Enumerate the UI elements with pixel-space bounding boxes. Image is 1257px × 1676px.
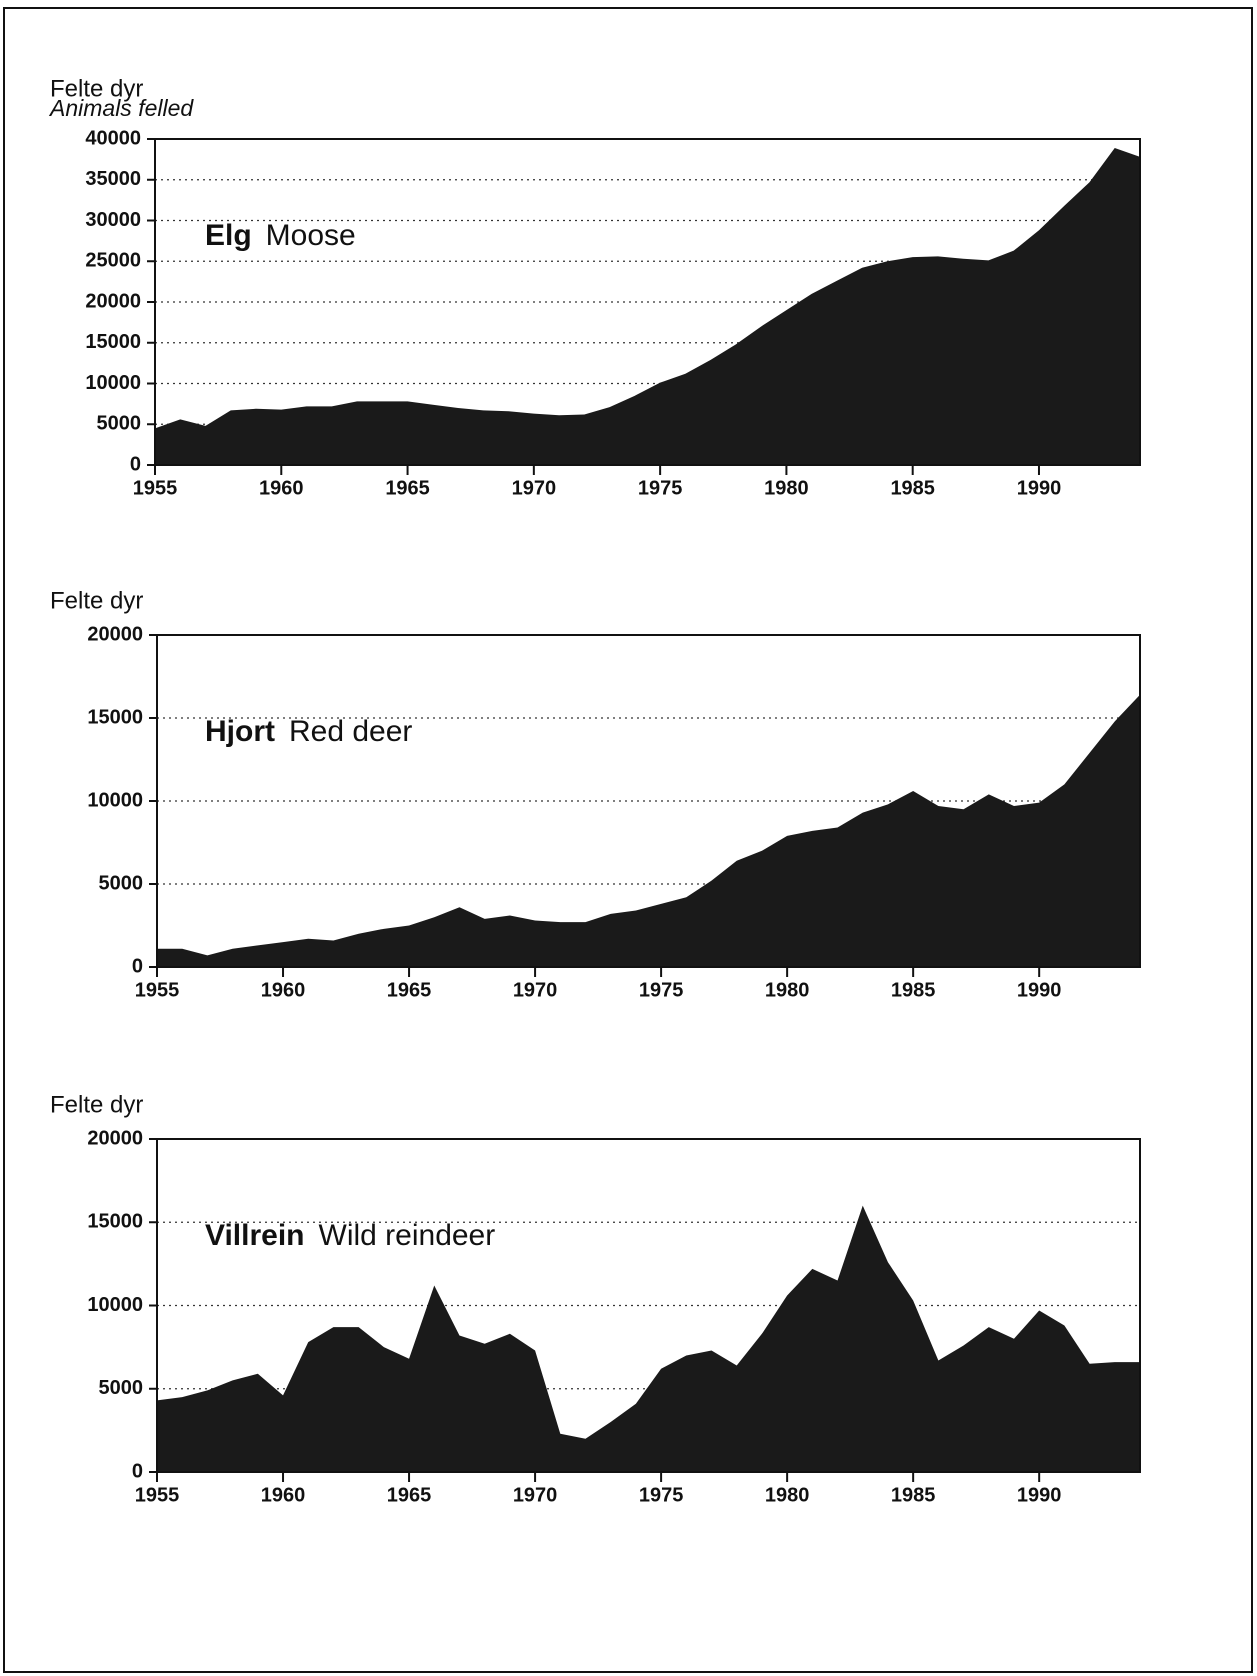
x-tick-label: 1980 <box>765 979 810 1001</box>
y-tick-label: 5000 <box>97 413 142 435</box>
x-tick-label: 1990 <box>1017 1484 1062 1506</box>
x-tick-label: 1970 <box>512 477 557 499</box>
x-tick-label: 1965 <box>387 1484 432 1506</box>
x-tick-label: 1985 <box>891 1484 936 1506</box>
x-tick-label: 1970 <box>513 1484 558 1506</box>
y-tick-label: 0 <box>132 1460 143 1482</box>
x-tick-label: 1990 <box>1017 979 1062 1001</box>
y-tick-label: 35000 <box>85 168 141 190</box>
x-tick-label: 1955 <box>135 979 180 1001</box>
x-tick-label: 1980 <box>764 477 809 499</box>
annotation-text: Moose <box>266 219 356 252</box>
x-tick-label: 1990 <box>1017 477 1062 499</box>
y-tick-label: 40000 <box>85 127 141 149</box>
y-tick-label: 15000 <box>87 1211 143 1233</box>
y-tick-label: 15000 <box>87 706 143 728</box>
x-tick-label: 1960 <box>261 1484 306 1506</box>
annotation-bold: Villrein <box>205 1219 305 1252</box>
x-tick-label: 1965 <box>385 477 430 499</box>
y-tick-label: 10000 <box>87 1294 143 1316</box>
y-tick-label: 5000 <box>99 1377 144 1399</box>
y-tick-label: 20000 <box>87 1127 143 1149</box>
y-tick-label: 25000 <box>85 250 141 272</box>
x-tick-label: 1970 <box>513 979 558 1001</box>
y-tick-label: 10000 <box>85 372 141 394</box>
x-tick-label: 1980 <box>765 1484 810 1506</box>
x-tick-label: 1985 <box>890 477 935 499</box>
y-axis-label-en: Animals felled <box>48 95 194 121</box>
x-tick-label: 1955 <box>135 1484 180 1506</box>
x-tick-label: 1985 <box>891 979 936 1001</box>
y-axis-label: Felte dyr <box>50 75 143 102</box>
y-tick-label: 30000 <box>85 209 141 231</box>
area <box>157 694 1140 967</box>
x-tick-label: 1975 <box>639 979 684 1001</box>
y-axis-label: Felte dyr <box>50 1091 143 1118</box>
y-tick-label: 20000 <box>87 623 143 645</box>
y-tick-label: 15000 <box>85 331 141 353</box>
x-tick-label: 1975 <box>639 1484 684 1506</box>
frame <box>3 7 1253 1673</box>
area <box>157 1205 1140 1472</box>
x-tick-label: 1975 <box>638 477 683 499</box>
y-tick-label: 0 <box>132 955 143 977</box>
y-tick-label: 10000 <box>87 789 143 811</box>
annotation-bold: Hjort <box>205 715 275 748</box>
x-tick-label: 1960 <box>259 477 304 499</box>
y-axis-label: Felte dyr <box>50 587 143 614</box>
annotation-text: Wild reindeer <box>319 1219 496 1252</box>
x-tick-label: 1965 <box>387 979 432 1001</box>
annotation-text: Red deer <box>289 715 412 748</box>
annotation-bold: Elg <box>205 219 252 252</box>
x-tick-label: 1955 <box>133 477 178 499</box>
area <box>155 147 1140 465</box>
y-tick-label: 5000 <box>99 872 144 894</box>
y-tick-label: 0 <box>130 453 141 475</box>
x-tick-label: 1960 <box>261 979 306 1001</box>
y-tick-label: 20000 <box>85 290 141 312</box>
